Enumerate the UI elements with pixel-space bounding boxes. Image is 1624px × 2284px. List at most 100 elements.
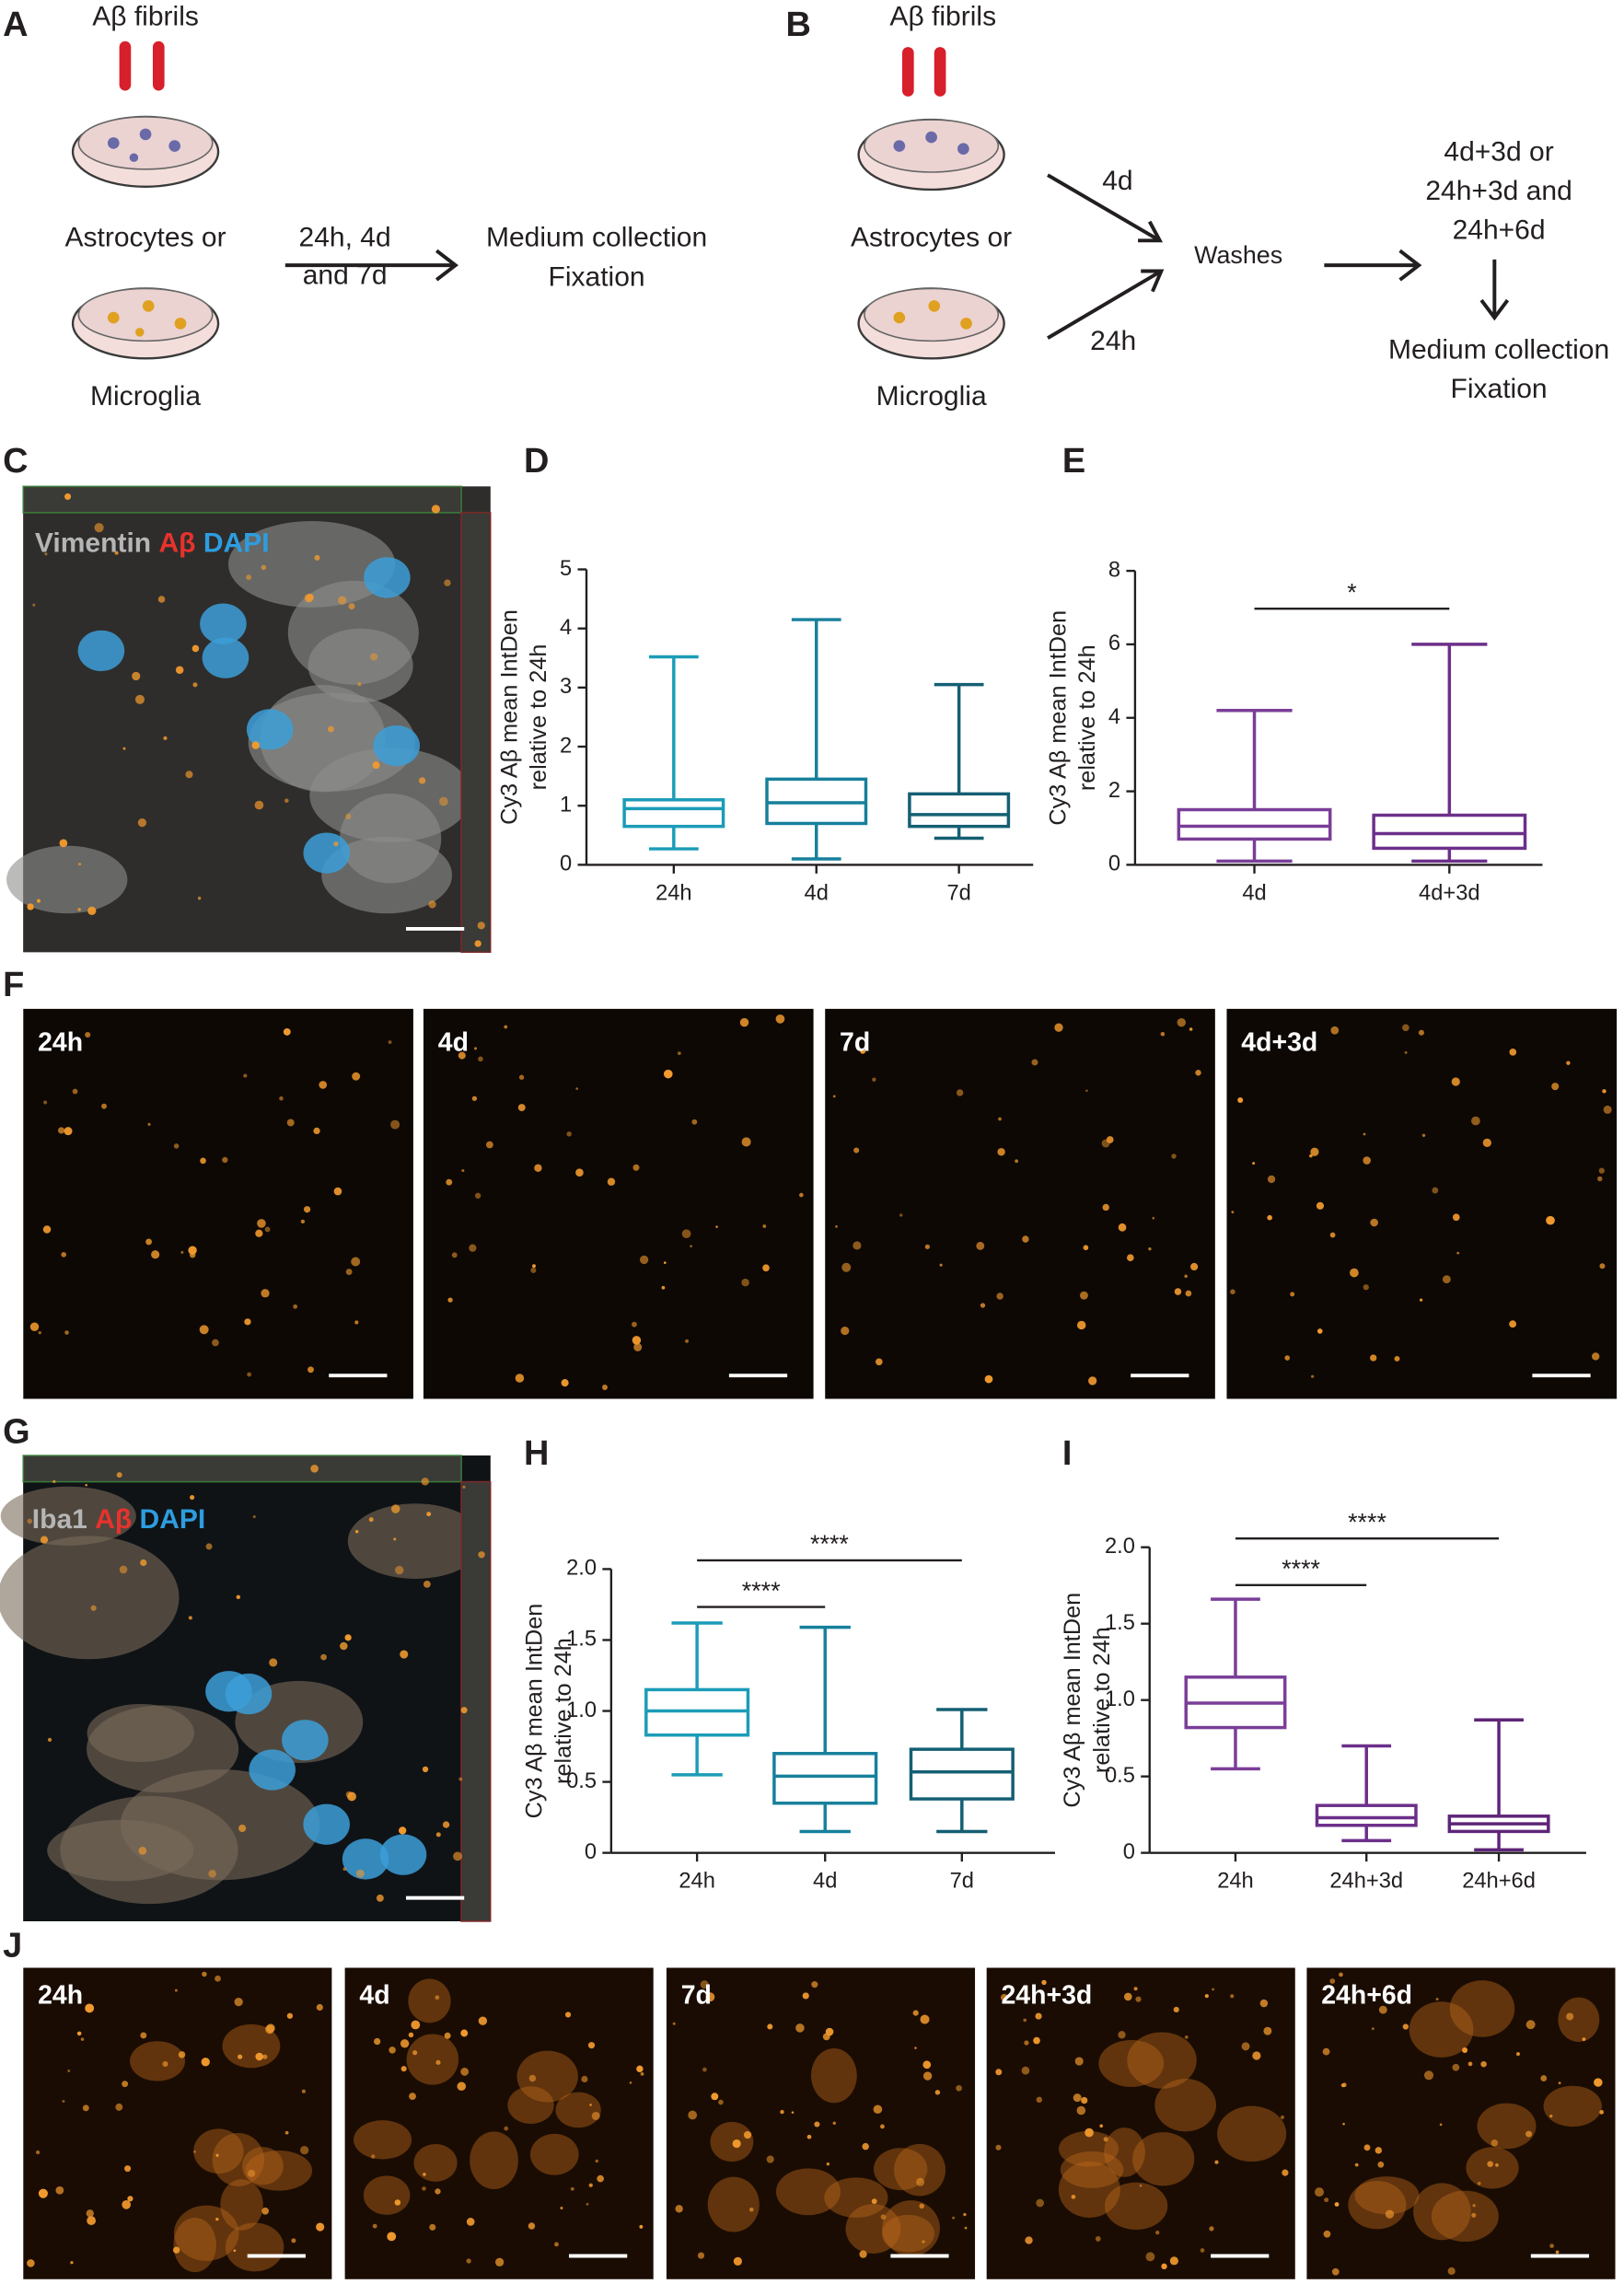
puncta: [806, 2134, 812, 2139]
cell-body: [130, 2041, 185, 2081]
puncta: [1477, 2181, 1481, 2185]
puncta: [1363, 1132, 1366, 1136]
stain: DAPI: [140, 1504, 206, 1535]
puncta: [741, 1278, 749, 1287]
puncta: [835, 1225, 838, 1228]
puncta: [127, 2196, 133, 2202]
puncta: [1582, 2037, 1586, 2042]
cell-body: [321, 836, 453, 914]
significance-label: ****: [1282, 1555, 1320, 1583]
puncta: [1212, 1988, 1214, 1991]
puncta: [57, 1127, 65, 1134]
puncta: [458, 1777, 463, 1781]
cell-body: [120, 1769, 320, 1881]
puncta: [996, 1293, 1003, 1300]
puncta: [191, 644, 200, 653]
puncta: [293, 1304, 298, 1309]
stain-label: Vimentin Aβ DAPI: [35, 528, 270, 559]
puncta: [1259, 1999, 1269, 2008]
puncta: [257, 1219, 266, 1228]
puncta: [208, 1870, 216, 1878]
puncta: [1080, 1291, 1088, 1300]
y-tick-label: 0: [585, 1840, 597, 1864]
micrograph: [825, 1008, 1215, 1399]
cell-body: [1558, 1997, 1600, 2043]
arrow: [284, 249, 458, 282]
puncta: [811, 1981, 818, 1988]
cell-body: [1060, 2151, 1124, 2188]
puncta: [1598, 1167, 1605, 1174]
puncta: [1126, 1254, 1134, 1262]
x-tick-label: 24h+3d: [1329, 1870, 1403, 1894]
puncta: [342, 1867, 347, 1872]
puncta: [1184, 2035, 1189, 2039]
y-tick-label: 2.0: [566, 1557, 597, 1581]
cell-body: [882, 2200, 940, 2256]
cell-body: [1354, 2176, 1420, 2215]
puncta: [354, 1320, 359, 1325]
puncta: [86, 2209, 94, 2218]
puncta: [192, 682, 198, 688]
puncta: [560, 2206, 563, 2209]
puncta: [215, 1975, 221, 1982]
puncta: [388, 1040, 392, 1044]
puncta: [175, 666, 184, 675]
puncta: [1551, 1083, 1560, 1091]
cell-body: [220, 2179, 263, 2231]
y-axis-label: Cy3 Aβ mean IntDen: [496, 609, 522, 825]
puncta: [390, 1119, 400, 1130]
puncta: [394, 2199, 401, 2206]
cell-body: [1477, 2103, 1537, 2150]
puncta: [90, 1605, 97, 1611]
puncta: [115, 2103, 123, 2111]
cell-body: [173, 2217, 216, 2273]
y-tick-label: 0: [560, 852, 572, 876]
puncta: [920, 2014, 930, 2024]
puncta: [1456, 1251, 1460, 1255]
cell-body: [516, 2050, 578, 2103]
cell-body: [1466, 2147, 1519, 2189]
puncta: [264, 1226, 271, 1233]
puncta: [62, 2099, 65, 2104]
puncta: [134, 694, 145, 704]
y-axis-label: Cy3 Aβ mean IntDen: [521, 1604, 547, 1819]
puncta: [715, 1225, 718, 1228]
puncta: [1329, 1978, 1336, 1984]
cell-body: [894, 2143, 946, 2197]
puncta: [766, 2155, 774, 2163]
puncta: [1323, 2230, 1331, 2238]
fibril-icon: [119, 41, 165, 91]
puncta: [466, 2258, 471, 2264]
puncta: [412, 2050, 418, 2056]
significance-label: ****: [1348, 1509, 1386, 1536]
puncta: [122, 747, 126, 750]
cell-body: [1431, 2190, 1499, 2243]
cell-body: [1154, 2079, 1217, 2132]
puncta: [251, 741, 260, 749]
puncta: [310, 1464, 319, 1473]
puncta: [504, 2126, 509, 2131]
puncta: [602, 1385, 608, 1390]
puncta: [85, 1031, 91, 1038]
puncta: [1487, 2161, 1494, 2168]
puncta: [447, 1297, 453, 1303]
nucleus: [342, 1838, 389, 1880]
puncta: [244, 1318, 251, 1326]
puncta: [922, 2060, 932, 2070]
puncta: [390, 1504, 400, 1513]
puncta: [681, 1229, 691, 1239]
puncta: [400, 2039, 410, 2048]
puncta: [741, 1137, 751, 1147]
puncta: [1282, 2169, 1289, 2176]
puncta: [352, 1072, 361, 1081]
puncta: [202, 1971, 207, 1977]
y-axis-label: relative to 24h: [551, 1638, 576, 1784]
puncta: [140, 1559, 147, 1567]
puncta: [77, 908, 81, 911]
puncta: [1549, 2243, 1554, 2248]
label: Fixation: [549, 261, 645, 292]
puncta: [705, 1992, 715, 2002]
puncta: [1341, 2082, 1347, 2088]
puncta: [1085, 1089, 1088, 1093]
puncta: [832, 1095, 836, 1098]
